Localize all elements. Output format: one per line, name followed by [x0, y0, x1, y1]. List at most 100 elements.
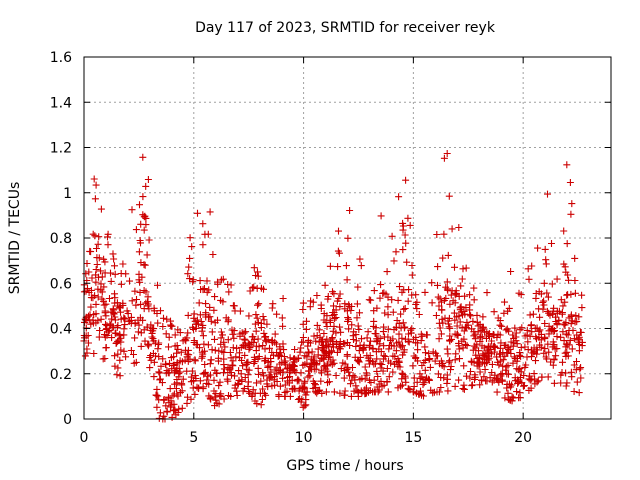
data-point — [425, 376, 433, 384]
data-point — [253, 400, 261, 408]
data-point — [572, 312, 580, 320]
data-point — [446, 300, 454, 308]
data-point — [567, 312, 575, 320]
data-point — [233, 392, 241, 399]
data-point — [328, 312, 336, 319]
data-point — [374, 335, 382, 343]
data-point — [361, 363, 369, 371]
data-point — [563, 291, 571, 299]
data-point — [243, 365, 251, 373]
data-point — [558, 309, 566, 316]
data-point — [153, 385, 161, 393]
data-point — [562, 369, 570, 377]
data-point — [191, 390, 199, 398]
data-point — [202, 300, 210, 308]
data-point — [267, 358, 275, 366]
data-point — [217, 328, 225, 336]
data-point — [395, 193, 403, 201]
data-point — [575, 347, 583, 355]
data-point — [195, 299, 203, 307]
data-point — [165, 343, 172, 351]
data-point — [541, 245, 549, 253]
data-point — [462, 323, 469, 331]
data-point — [314, 387, 322, 395]
data-point — [268, 337, 276, 345]
data-point — [573, 358, 580, 365]
data-point — [87, 248, 95, 256]
data-point — [523, 326, 531, 334]
data-point — [260, 372, 268, 380]
data-point — [553, 320, 561, 327]
data-point — [330, 388, 338, 396]
data-point — [471, 376, 478, 383]
data-point — [254, 272, 262, 280]
data-point — [174, 409, 182, 416]
data-point — [557, 296, 565, 304]
data-point — [340, 374, 348, 382]
data-point — [137, 329, 145, 337]
data-point — [98, 273, 106, 281]
data-point — [214, 280, 222, 288]
data-point — [252, 347, 260, 355]
data-point — [515, 289, 523, 297]
data-point — [435, 335, 443, 343]
data-point — [105, 328, 113, 336]
data-point — [443, 345, 451, 353]
data-point — [451, 316, 459, 324]
data-point — [349, 372, 357, 380]
data-point — [324, 379, 331, 387]
data-point — [461, 292, 469, 300]
data-point — [380, 342, 388, 350]
y-tick-label: 0.4 — [50, 322, 72, 338]
data-point — [438, 306, 446, 314]
data-point — [156, 409, 164, 417]
data-point — [395, 330, 403, 338]
data-point — [165, 393, 173, 401]
data-point — [567, 320, 575, 328]
data-point — [329, 337, 337, 345]
data-point — [510, 353, 518, 361]
data-point — [154, 281, 161, 289]
data-point — [370, 360, 378, 368]
data-point — [444, 375, 451, 383]
data-point — [261, 357, 269, 365]
data-point — [163, 407, 171, 415]
data-point — [255, 300, 263, 308]
data-point — [186, 275, 194, 283]
data-point — [362, 390, 369, 397]
data-point — [150, 337, 158, 345]
data-point — [194, 209, 201, 217]
data-point — [144, 298, 151, 306]
data-point — [317, 301, 325, 309]
data-point — [578, 291, 586, 299]
data-point — [460, 335, 468, 343]
data-point — [498, 322, 505, 330]
data-point — [346, 207, 354, 214]
data-point — [566, 179, 574, 186]
data-point — [220, 369, 227, 377]
data-point — [353, 314, 361, 322]
data-point — [541, 335, 549, 343]
data-point — [263, 320, 271, 328]
data-point — [196, 277, 204, 285]
data-point — [440, 154, 448, 162]
data-point — [452, 350, 460, 358]
data-point — [449, 297, 457, 305]
data-point — [230, 334, 238, 342]
data-point — [299, 299, 307, 307]
data-point — [190, 310, 198, 318]
data-point — [446, 337, 454, 345]
data-point — [459, 311, 466, 319]
data-point — [385, 373, 393, 381]
data-point — [370, 322, 377, 330]
data-point — [199, 350, 207, 358]
data-point — [229, 302, 237, 310]
y-tick-label: 0.2 — [50, 367, 72, 383]
data-point — [97, 280, 105, 288]
data-point — [251, 320, 259, 328]
data-point — [97, 205, 105, 213]
data-point — [496, 344, 504, 352]
data-point — [412, 301, 420, 308]
data-point — [184, 311, 192, 319]
